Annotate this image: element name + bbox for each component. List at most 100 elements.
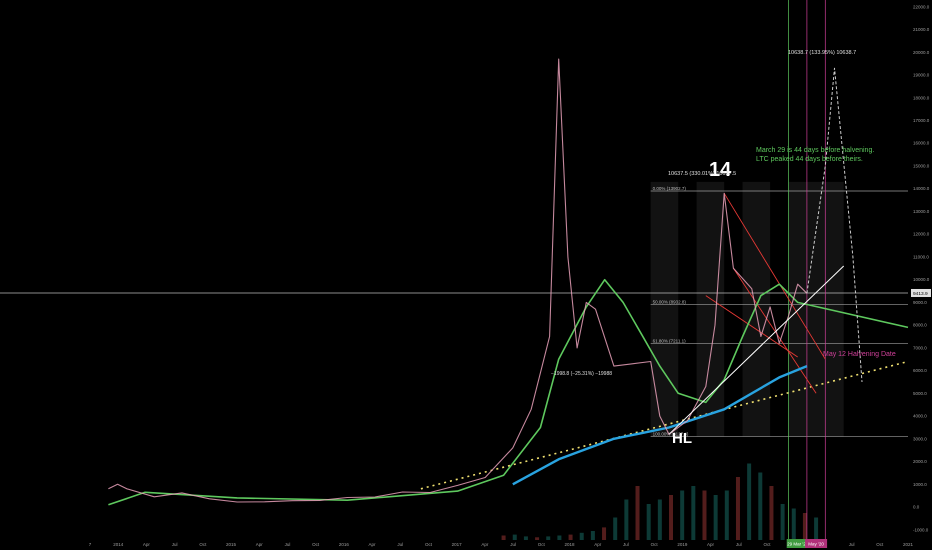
x-axis: 7 2014 Apr Jul Oct 2015 Apr Jul Oct 2016 Apr Jul Oct…	[89, 539, 914, 548]
volume-bar	[546, 536, 551, 540]
measure-top-label: 10638.7 (133.95%) 10638.7	[788, 50, 856, 56]
volume-bar	[680, 490, 685, 540]
volume-bar	[702, 490, 707, 540]
x-tick-label: Apr	[594, 542, 602, 547]
x-tick-label: 2015	[226, 542, 237, 547]
shaded-region	[788, 181, 844, 437]
volume-bar	[646, 504, 651, 540]
x-tick-label: 2021	[903, 542, 914, 547]
y-tick-label: 14000.0	[913, 186, 930, 191]
x-tick-label: Oct	[538, 542, 546, 547]
x-tick-label: Oct	[312, 542, 320, 547]
volume-bar	[568, 534, 573, 540]
volume-bar	[590, 531, 595, 540]
y-axis: -1000.0 0.0 1000.0 2000.0 3000.0 4000.0 5000.0…	[911, 4, 931, 532]
x-tick-label: Apr	[707, 542, 715, 547]
volume-bar	[501, 535, 506, 540]
volume-bar	[512, 534, 517, 540]
blue-moving-average	[512, 364, 808, 486]
measure-drop-label: −1998.8 (−25.31%) −19988	[551, 371, 612, 377]
volume-bar	[713, 495, 718, 540]
date-badge	[805, 539, 828, 548]
date-badge	[786, 539, 809, 548]
y-tick-label: 10000.0	[913, 277, 930, 282]
halving-note-line1: March 29 is 44 days before halvening.	[756, 147, 874, 154]
fib-levels: 0.00% (13902.7) 50.00% (8932.8) 61.80% (72…	[0, 186, 908, 437]
measure-14-label: 10637.5 (330.01%) 10637.5	[668, 171, 736, 177]
volume-bar	[579, 532, 584, 540]
fib-level-label: 100.00% (3127.4)	[653, 432, 689, 437]
shaded-region	[696, 181, 725, 437]
y-tick-label: 21000.0	[913, 27, 930, 32]
volume-bar	[624, 499, 629, 540]
shaded-region	[742, 181, 771, 437]
date-badge-label: 29 Mar '20	[787, 542, 809, 547]
y-tick-label: 7000.0	[913, 345, 927, 350]
volume-bar	[602, 527, 607, 540]
x-tick-label: Oct	[425, 542, 433, 547]
current-price-label: 9413.9	[913, 291, 928, 297]
y-tick-label: 13000.0	[913, 209, 930, 214]
volume-bar	[758, 472, 763, 540]
volume-bar	[535, 537, 540, 540]
x-tick-label: 2018	[565, 542, 576, 547]
green-moving-average	[108, 278, 909, 506]
x-tick-label: 2014	[113, 542, 124, 547]
volume-bars	[501, 463, 819, 540]
x-tick-label: Oct	[876, 542, 884, 547]
volume-bar	[747, 463, 752, 540]
current-price-badge	[911, 288, 931, 297]
volume-bar	[769, 486, 774, 540]
annotations: 14 HL 10637.5 (330.01%) 10637.5 10638.7 …	[551, 50, 896, 447]
red-channel-line	[733, 268, 817, 394]
x-tick-label: 7	[89, 542, 92, 547]
wave-label-14: 14	[709, 159, 732, 181]
volume-bar	[791, 508, 796, 540]
y-tick-label: 5000.0	[913, 391, 927, 396]
x-tick-label: Jul	[397, 542, 403, 547]
volume-bar	[802, 513, 807, 540]
x-tick-label: Oct	[199, 542, 207, 547]
volume-bar	[635, 486, 640, 540]
volume-bar	[657, 499, 662, 540]
y-tick-label: 6000.0	[913, 368, 927, 373]
volume-bar	[735, 477, 740, 540]
x-tick-label: Oct	[763, 542, 771, 547]
y-tick-label: -1000.0	[913, 527, 929, 532]
x-tick-label: Jul	[736, 542, 742, 547]
fib-level-label: 61.80% (7211.1)	[653, 338, 686, 343]
x-tick-label: Apr	[369, 542, 377, 547]
volume-bar	[613, 517, 618, 540]
y-tick-label: 0.0	[913, 505, 920, 510]
volume-bar	[691, 486, 696, 540]
volume-bar	[814, 517, 819, 540]
y-tick-label: 20000.0	[913, 50, 930, 55]
volume-bar	[780, 504, 785, 540]
y-tick-label: 19000.0	[913, 73, 930, 78]
vertical-markers	[788, 0, 826, 540]
fib-level-label: 0.00% (13902.7)	[653, 186, 687, 191]
y-tick-label: 11000.0	[913, 254, 929, 259]
y-tick-label: 3000.0	[913, 436, 927, 441]
halving-note-line2: LTC peaked 44 days before theirs.	[756, 156, 863, 163]
volume-bar	[669, 495, 674, 540]
date-badge-label: May '20	[808, 542, 824, 547]
y-tick-label: 17000.0	[913, 118, 930, 123]
white-trendline	[668, 265, 845, 435]
fib-level-label: 50.00% (8932.8)	[653, 300, 687, 305]
shaded-regions	[650, 181, 844, 437]
series-layer	[108, 58, 909, 506]
red-channel-line	[705, 295, 798, 358]
x-tick-label: Apr	[481, 542, 489, 547]
x-tick-label: 2016	[339, 542, 350, 547]
x-tick-label: Oct	[651, 542, 659, 547]
halving-date-note: May 12 Halvening Date	[823, 351, 896, 358]
x-tick-label: Jul	[849, 542, 855, 547]
y-tick-label: 4000.0	[913, 414, 927, 419]
x-tick-label: 2017	[452, 542, 463, 547]
y-tick-label: 2000.0	[913, 459, 927, 464]
x-tick-label: Apr	[256, 542, 264, 547]
price-line	[108, 58, 808, 503]
